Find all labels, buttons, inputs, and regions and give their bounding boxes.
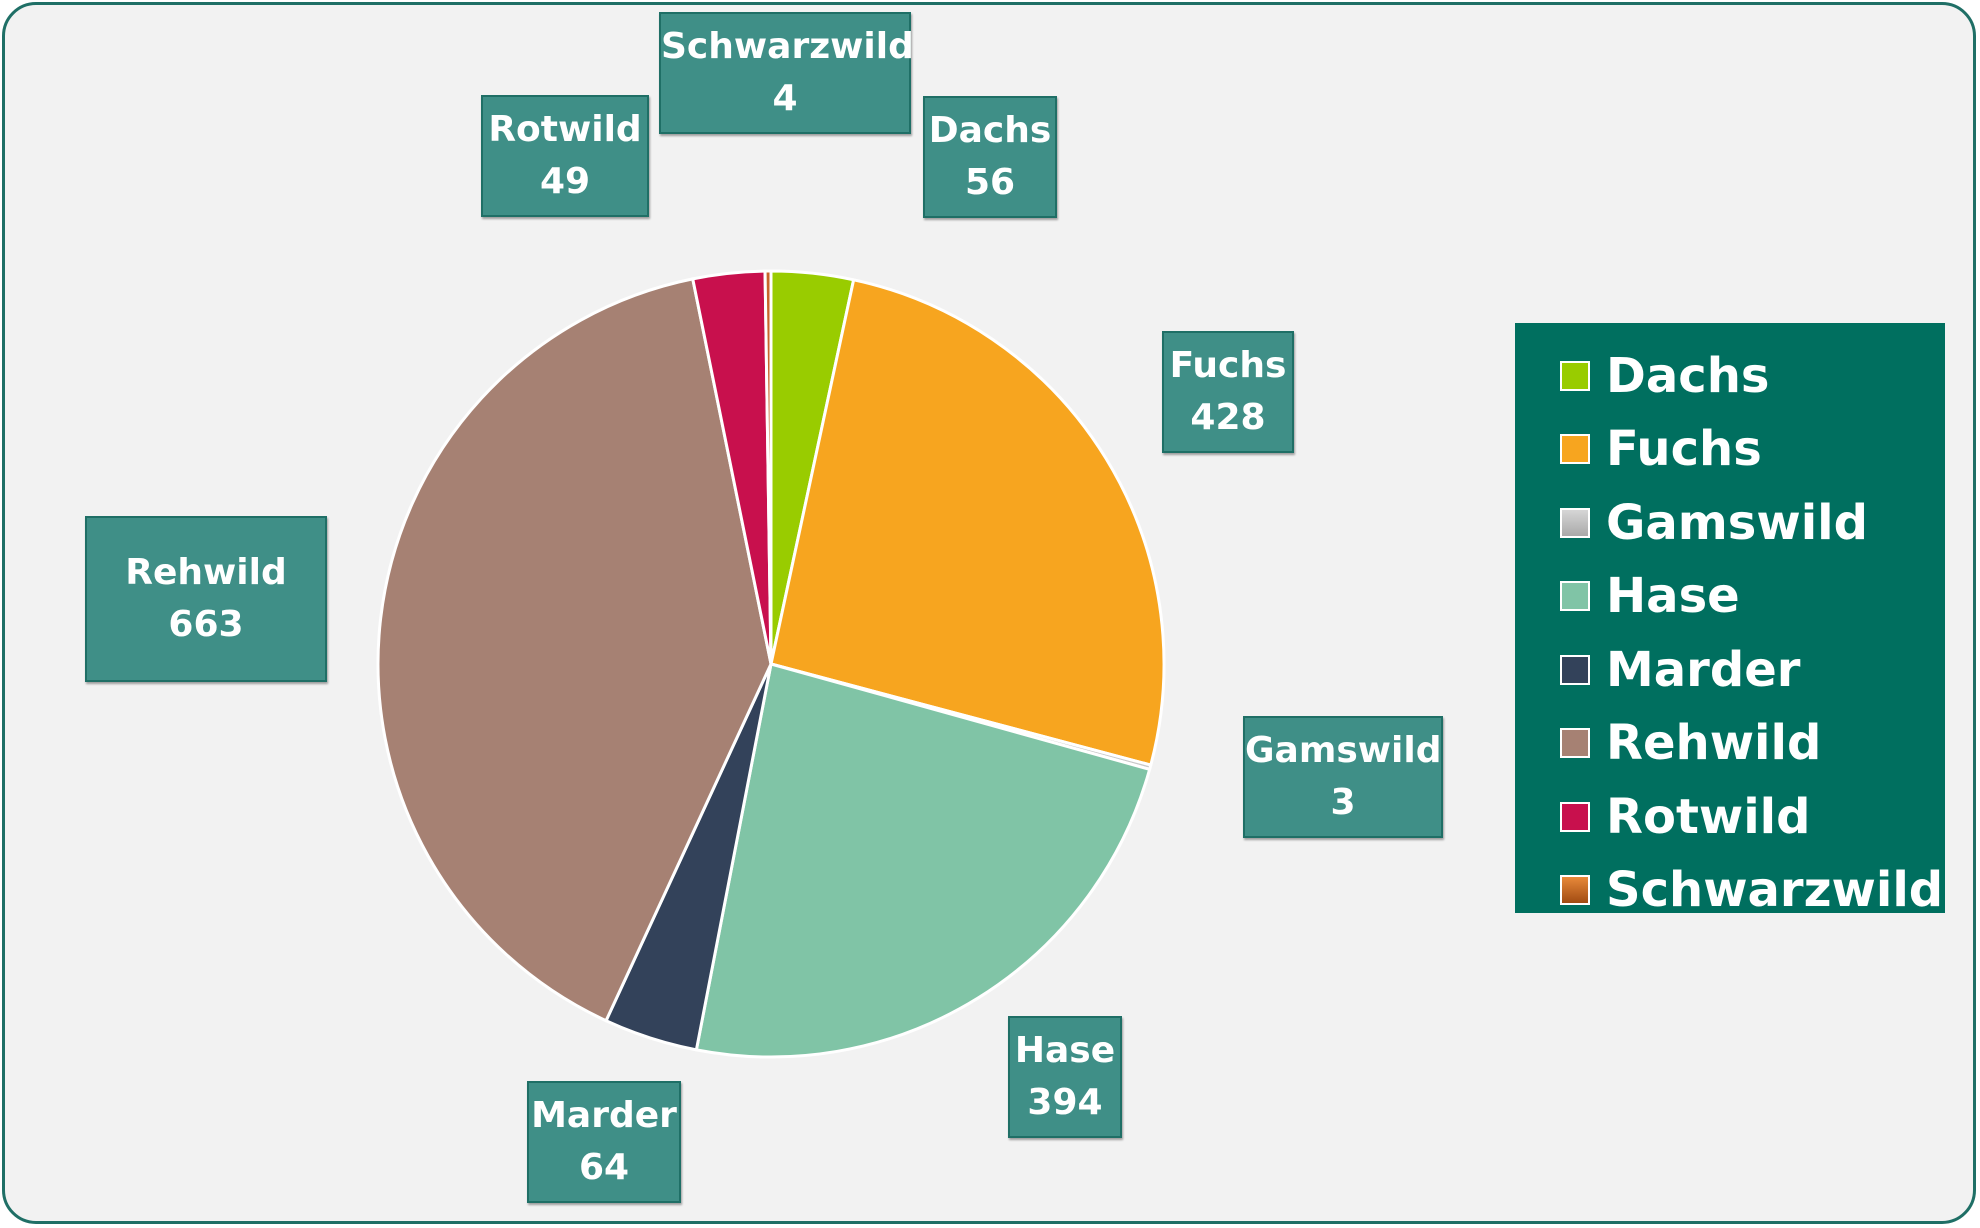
data-label-value: 56 <box>964 162 1016 203</box>
data-label-gamswild: Gamswild 3 <box>1243 716 1443 838</box>
legend-item-marder: Marder <box>1560 633 1945 707</box>
legend-label: Rotwild <box>1606 788 1811 845</box>
data-label-marder: Marder 64 <box>527 1081 681 1203</box>
legend-label: Fuchs <box>1606 421 1762 478</box>
data-label-name: Hase <box>1014 1030 1116 1071</box>
legend-item-fuchs: Fuchs <box>1560 413 1945 487</box>
pie-slice-rehwild <box>376 277 773 1023</box>
data-label-value: 64 <box>578 1147 630 1188</box>
data-label-rotwild: Rotwild 49 <box>481 95 649 217</box>
legend-label: Schwarzwild <box>1606 862 1944 919</box>
legend-label: Gamswild <box>1606 494 1868 551</box>
data-label-hase: Hase 394 <box>1008 1016 1122 1138</box>
legend-label: Rehwild <box>1606 715 1822 772</box>
legend-swatch <box>1560 875 1590 906</box>
data-label-name: Schwarzwild <box>661 26 914 67</box>
pie-slice-fuchs <box>769 278 1166 767</box>
data-label-schwarzwild: Schwarzwild 4 <box>659 12 914 134</box>
data-label-fuchs: Fuchs 428 <box>1162 331 1294 453</box>
legend-item-hase: Hase <box>1560 560 1945 634</box>
data-label-name: Rotwild <box>488 109 642 150</box>
legend-item-rotwild: Rotwild <box>1560 780 1945 854</box>
legend-item-rehwild: Rehwild <box>1560 707 1945 781</box>
data-label-name: Gamswild <box>1245 730 1442 771</box>
pie-chart <box>376 269 1166 1059</box>
data-label-value: 4 <box>772 78 798 119</box>
legend-swatch <box>1560 654 1590 685</box>
legend-swatch <box>1560 581 1590 612</box>
pie-slice-schwarzwild <box>763 269 773 666</box>
legend-swatch <box>1560 507 1590 538</box>
data-label-name: Marder <box>531 1095 677 1136</box>
data-label-value: 663 <box>168 604 244 645</box>
legend-label: Dachs <box>1606 347 1770 404</box>
data-label-value: 3 <box>1330 782 1356 823</box>
pie-slice-hase <box>694 662 1152 1059</box>
legend-item-schwarzwild: Schwarzwild <box>1560 854 1945 928</box>
legend-swatch <box>1560 360 1590 391</box>
data-label-name: Rehwild <box>125 552 287 593</box>
legend: Dachs Fuchs Gamswild Hase Marder Rehwild… <box>1515 323 1945 918</box>
legend-label: Hase <box>1606 568 1740 625</box>
data-label-dachs: Dachs 56 <box>923 96 1057 218</box>
legend-swatch <box>1560 728 1590 759</box>
data-label-rehwild: Rehwild 663 <box>85 516 327 682</box>
data-label-value: 428 <box>1190 397 1266 438</box>
legend-label: Marder <box>1606 641 1801 698</box>
legend-item-gamswild: Gamswild <box>1560 486 1945 560</box>
legend-swatch <box>1560 434 1590 465</box>
data-label-name: Fuchs <box>1169 345 1287 386</box>
data-label-value: 49 <box>539 161 591 202</box>
data-label-name: Dachs <box>928 110 1052 151</box>
legend-item-dachs: Dachs <box>1560 339 1945 413</box>
legend-swatch <box>1560 801 1590 832</box>
data-label-value: 394 <box>1027 1082 1103 1123</box>
